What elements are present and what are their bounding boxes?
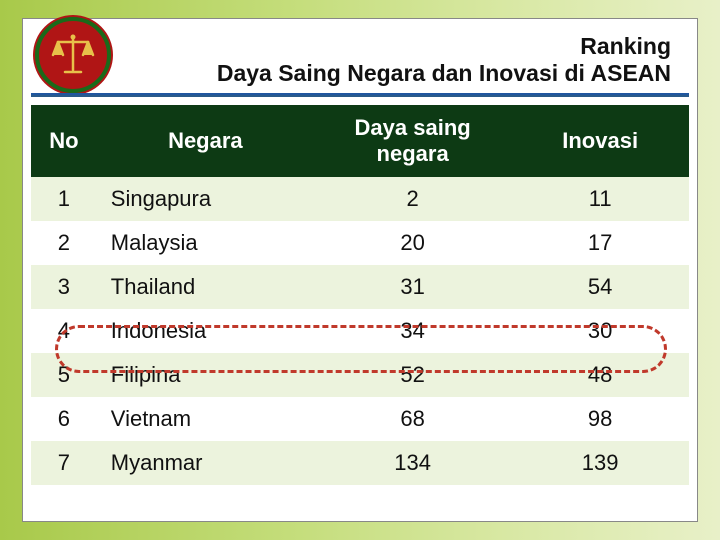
logo-badge bbox=[35, 17, 111, 93]
cell-no: 6 bbox=[31, 397, 97, 441]
cell-negara: Vietnam bbox=[97, 397, 314, 441]
table-header-row: No Negara Daya saing negara Inovasi bbox=[31, 105, 689, 177]
cell-no: 4 bbox=[31, 309, 97, 353]
cell-inov: 98 bbox=[511, 397, 689, 441]
cell-inov: 17 bbox=[511, 221, 689, 265]
col-no: No bbox=[31, 105, 97, 177]
cell-inov: 54 bbox=[511, 265, 689, 309]
cell-inov: 48 bbox=[511, 353, 689, 397]
cell-negara: Thailand bbox=[97, 265, 314, 309]
cell-no: 1 bbox=[31, 177, 97, 221]
title-line-1: Ranking bbox=[131, 33, 671, 60]
ranking-table: No Negara Daya saing negara Inovasi 1 Si… bbox=[31, 105, 689, 485]
cell-negara: Filipina bbox=[97, 353, 314, 397]
col-negara: Negara bbox=[97, 105, 314, 177]
cell-daya: 20 bbox=[314, 221, 511, 265]
cell-daya: 52 bbox=[314, 353, 511, 397]
scales-icon bbox=[48, 30, 98, 80]
table-row: 6 Vietnam 68 98 bbox=[31, 397, 689, 441]
cell-no: 5 bbox=[31, 353, 97, 397]
table-body: 1 Singapura 2 11 2 Malaysia 20 17 3 Thai… bbox=[31, 177, 689, 485]
cell-daya: 134 bbox=[314, 441, 511, 485]
col-daya: Daya saing negara bbox=[314, 105, 511, 177]
col-inovasi: Inovasi bbox=[511, 105, 689, 177]
cell-no: 2 bbox=[31, 221, 97, 265]
table-row: 5 Filipina 52 48 bbox=[31, 353, 689, 397]
cell-daya: 68 bbox=[314, 397, 511, 441]
table-row: 2 Malaysia 20 17 bbox=[31, 221, 689, 265]
cell-no: 7 bbox=[31, 441, 97, 485]
cell-daya: 31 bbox=[314, 265, 511, 309]
table-row: 3 Thailand 31 54 bbox=[31, 265, 689, 309]
slide: Ranking Daya Saing Negara dan Inovasi di… bbox=[22, 18, 698, 522]
cell-inov: 11 bbox=[511, 177, 689, 221]
cell-daya: 34 bbox=[314, 309, 511, 353]
cell-no: 3 bbox=[31, 265, 97, 309]
table-row: 4 Indonesia 34 30 bbox=[31, 309, 689, 353]
cell-inov: 139 bbox=[511, 441, 689, 485]
table-row: 7 Myanmar 134 139 bbox=[31, 441, 689, 485]
cell-negara: Malaysia bbox=[97, 221, 314, 265]
table-row: 1 Singapura 2 11 bbox=[31, 177, 689, 221]
cell-inov: 30 bbox=[511, 309, 689, 353]
cell-daya: 2 bbox=[314, 177, 511, 221]
title-bar: Ranking Daya Saing Negara dan Inovasi di… bbox=[31, 27, 689, 97]
cell-negara: Indonesia bbox=[97, 309, 314, 353]
title-line-2: Daya Saing Negara dan Inovasi di ASEAN bbox=[131, 60, 671, 87]
cell-negara: Singapura bbox=[97, 177, 314, 221]
cell-negara: Myanmar bbox=[97, 441, 314, 485]
